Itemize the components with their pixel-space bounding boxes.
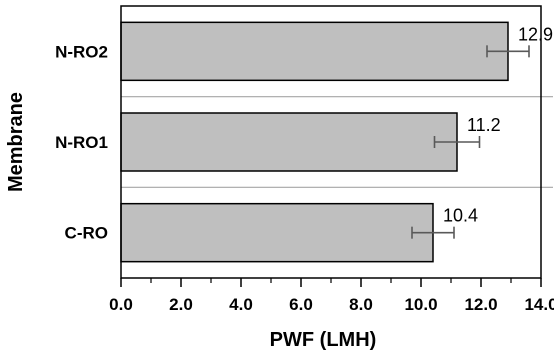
x-tick-label: 14.0 <box>524 295 554 314</box>
category-label-n-ro1: N-RO1 <box>55 133 108 152</box>
data-labels-layer: 12.9 11.2 10.4 <box>443 24 553 225</box>
x-axis-title: PWF (LMH) <box>270 329 377 351</box>
data-label-c-ro: 10.4 <box>443 206 478 226</box>
category-label-c-ro: C-RO <box>65 224 108 243</box>
error-bar-n-ro2 <box>486 45 530 58</box>
x-axis: 0.0 2.0 4.0 6.0 8.0 10.0 12.0 14.0 <box>109 278 554 314</box>
bar-n-ro2 <box>120 21 509 82</box>
x-tick-label: 12.0 <box>464 295 497 314</box>
x-tick-label: 4.0 <box>229 295 253 314</box>
bar-n-ro1 <box>120 112 458 172</box>
bars-layer <box>120 21 509 263</box>
y-axis-title: Membrane <box>5 92 27 192</box>
separators-layer <box>121 96 553 188</box>
x-tick-label: 0.0 <box>109 295 133 314</box>
category-label-n-ro2: N-RO2 <box>55 42 108 61</box>
x-tick-label: 8.0 <box>349 295 373 314</box>
error-bar-n-ro1 <box>433 136 481 148</box>
bar-c-ro <box>120 202 434 263</box>
data-label-n-ro2: 12.9 <box>518 24 553 44</box>
data-label-n-ro1: 11.2 <box>467 115 501 135</box>
x-tick-label: 2.0 <box>169 295 193 314</box>
error-bars-layer <box>411 45 530 239</box>
y-axis-categories: N-RO2 N-RO1 C-RO <box>55 42 108 242</box>
x-tick-label: 10.0 <box>404 295 437 314</box>
x-tick-label: 6.0 <box>289 295 313 314</box>
error-bar-c-ro <box>411 226 455 239</box>
